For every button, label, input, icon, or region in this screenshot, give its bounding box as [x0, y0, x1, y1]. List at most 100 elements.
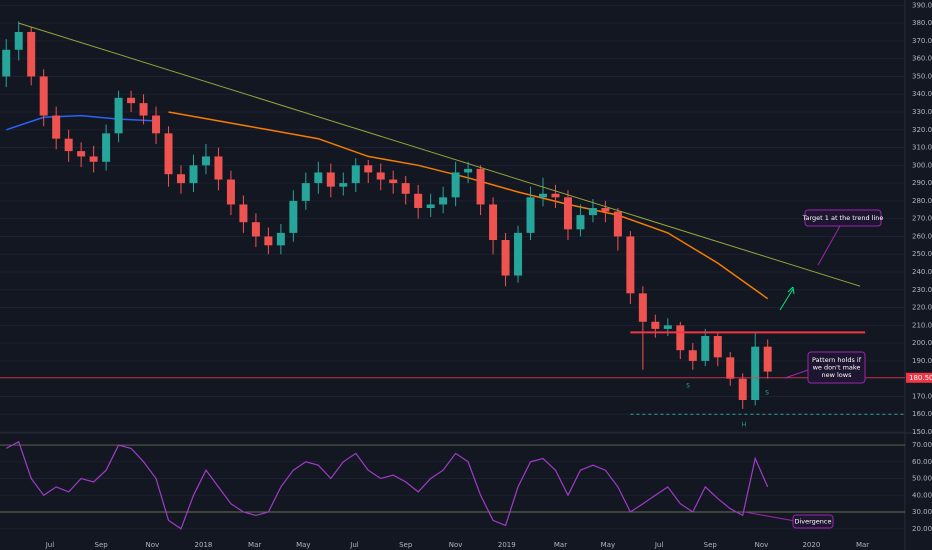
candle-body: [114, 97, 123, 134]
trend-line: [18, 22, 861, 287]
y-tick-label: 350.00: [912, 72, 932, 80]
candle-body: [364, 165, 373, 173]
y-tick-label: 210.00: [912, 321, 932, 329]
candle-body: [39, 76, 48, 116]
callout-text: Target 1 at the trend line: [802, 214, 884, 222]
candle-body: [738, 378, 747, 400]
candle-body: [539, 193, 547, 198]
candle-body: [189, 165, 198, 184]
candle-body: [389, 179, 398, 184]
callout-text: new lows: [822, 371, 853, 379]
y-tick-label: 170.00: [912, 392, 932, 400]
y-tick-label: 240.00: [912, 268, 932, 276]
candle-body: [626, 236, 635, 294]
candle-body: [414, 193, 423, 208]
last-price-box: [906, 372, 932, 383]
candle-body: [201, 156, 210, 166]
x-tick-label: May: [601, 541, 615, 549]
candle-body: [514, 232, 523, 276]
callout-text: we don't make: [813, 364, 861, 372]
callout-text: Divergence: [794, 518, 831, 526]
candle-body: [339, 183, 348, 187]
last-price-label: 180.50: [909, 374, 932, 382]
y-tick-label: 370.00: [912, 37, 932, 45]
x-tick-label: May: [296, 541, 310, 549]
candle-body: [326, 172, 335, 187]
candle-body: [688, 350, 697, 361]
y-tick-label: 360.00: [912, 55, 932, 63]
callout-pointer: [817, 225, 841, 266]
y-tick-label: 60.00: [912, 458, 932, 466]
candle-body: [676, 325, 685, 351]
y-tick-label: 50.00: [912, 475, 932, 483]
candle-body: [77, 151, 86, 157]
x-tick-label: Jul: [654, 541, 664, 549]
candle-body: [439, 197, 448, 205]
candle-body: [226, 179, 235, 205]
x-tick-label: Mar: [856, 541, 869, 549]
candle-body: [351, 165, 360, 184]
candle-body: [701, 336, 710, 361]
candle-body: [489, 204, 498, 240]
candle-body: [27, 32, 36, 77]
candle-body: [601, 208, 610, 212]
candle-body: [526, 197, 535, 233]
callout-box: [804, 209, 882, 227]
y-tick-label: 260.00: [912, 232, 932, 240]
candle-body: [763, 346, 772, 372]
y-tick-label: 250.00: [912, 250, 932, 258]
candle-body: [476, 168, 485, 205]
candle-body: [401, 183, 410, 194]
y-tick-label: 160.00: [912, 410, 932, 418]
candle-body: [613, 211, 622, 237]
candle-body: [264, 236, 273, 246]
y-tick-label: 280.00: [912, 197, 932, 205]
y-tick-label: 70.00: [912, 441, 932, 449]
candle-body: [152, 115, 161, 134]
candle-body: [651, 321, 660, 329]
x-tick-label: 2020: [802, 541, 820, 549]
candle-body: [638, 293, 647, 322]
x-tick-label: Jul: [45, 541, 55, 549]
pattern-label: H: [742, 422, 747, 429]
y-tick-label: 330.00: [912, 108, 932, 116]
candle-body: [127, 97, 136, 104]
candle-body: [251, 222, 260, 237]
x-tick-label: 2018: [195, 541, 213, 549]
candle-body: [426, 204, 435, 208]
candle-body: [376, 172, 385, 180]
y-tick-label: 200.00: [912, 339, 932, 347]
candle-body: [588, 208, 597, 216]
candle-body: [289, 200, 298, 233]
candle-body: [214, 156, 223, 180]
pattern-label: S: [765, 390, 769, 397]
callout-pointer: [784, 369, 809, 379]
candle-body: [102, 133, 111, 162]
x-tick-label: Sep: [704, 541, 718, 549]
y-tick-label: 30.00: [912, 508, 932, 516]
x-tick-label: Nov: [145, 541, 159, 549]
pattern-label: S: [686, 383, 690, 390]
candle-body: [726, 357, 735, 379]
candle-body: [751, 346, 760, 400]
candle-body: [301, 183, 310, 201]
callout-pointer: [744, 511, 796, 522]
y-tick-label: 390.00: [912, 1, 932, 9]
candle-body: [276, 232, 285, 246]
y-tick-label: 230.00: [912, 286, 932, 294]
moving-average: [5, 114, 157, 131]
y-tick-label: 190.00: [912, 357, 932, 365]
y-tick-label: 290.00: [912, 179, 932, 187]
candle-body: [64, 138, 73, 152]
x-tick-label: Nov: [755, 541, 769, 549]
y-tick-label: 320.00: [912, 126, 932, 134]
candle-body: [239, 204, 248, 223]
x-tick-label: 2019: [498, 541, 516, 549]
candle-body: [177, 174, 185, 184]
rsi-line: [5, 440, 769, 530]
y-tick-label: 270.00: [912, 215, 932, 223]
candle-body: [713, 336, 722, 358]
